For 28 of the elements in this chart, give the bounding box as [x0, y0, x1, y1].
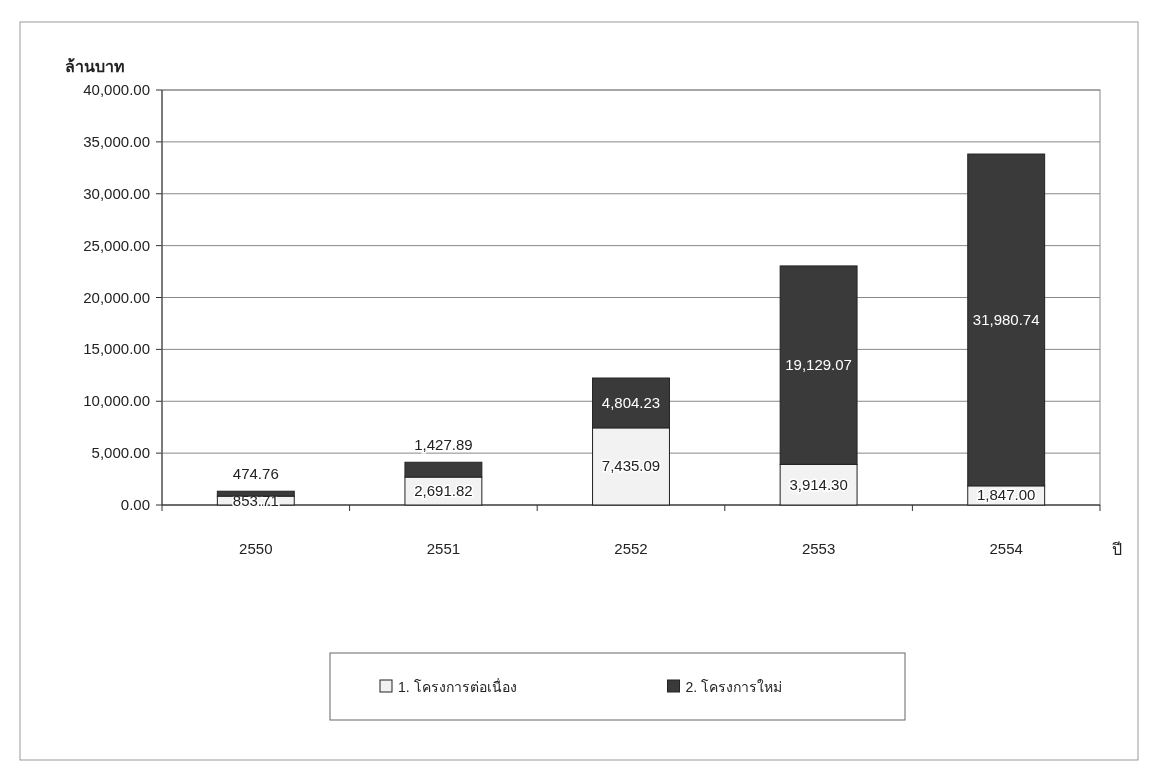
y-tick-label: 15,000.00 [83, 340, 150, 358]
y-tick-label: 30,000.00 [83, 184, 150, 202]
y-tick-label: 5,000.00 [91, 444, 150, 462]
data-label: 3,914.30 [789, 475, 848, 493]
data-label: 2,691.82 [414, 482, 473, 500]
data-label: 1,847.00 [977, 486, 1036, 504]
data-label: 474.76 [232, 465, 279, 483]
data-label: 19,129.07 [785, 356, 852, 374]
y-axis-title: ล้านบาท [65, 58, 125, 75]
x-tick-label: 2553 [801, 540, 836, 557]
y-tick-label: 25,000.00 [83, 236, 150, 254]
legend-label: 1. โครงการต่อเนื่อง [398, 678, 517, 695]
y-tick-label: 10,000.00 [83, 392, 150, 410]
y-tick-label: 20,000.00 [83, 288, 150, 306]
y-tick-label: 0.00 [120, 496, 150, 513]
y-tick-label: 40,000.00 [83, 81, 150, 98]
data-label: 7,435.09 [601, 457, 661, 475]
x-tick-label: 2554 [989, 540, 1023, 557]
x-tick-label: 2550 [239, 540, 273, 557]
x-tick-label: 2552 [614, 540, 648, 557]
data-label: 1,427.89 [414, 436, 473, 454]
legend-label: 2. โครงการใหม่ [685, 679, 783, 695]
data-label: 31,980.74 [972, 310, 1040, 328]
data-label: 853.71 [232, 491, 279, 509]
data-label: 4,804.23 [601, 393, 661, 411]
x-tick-label: 2551 [426, 540, 461, 557]
y-tick-label: 35,000.00 [83, 132, 150, 150]
x-axis-title: ปี [1112, 541, 1122, 558]
